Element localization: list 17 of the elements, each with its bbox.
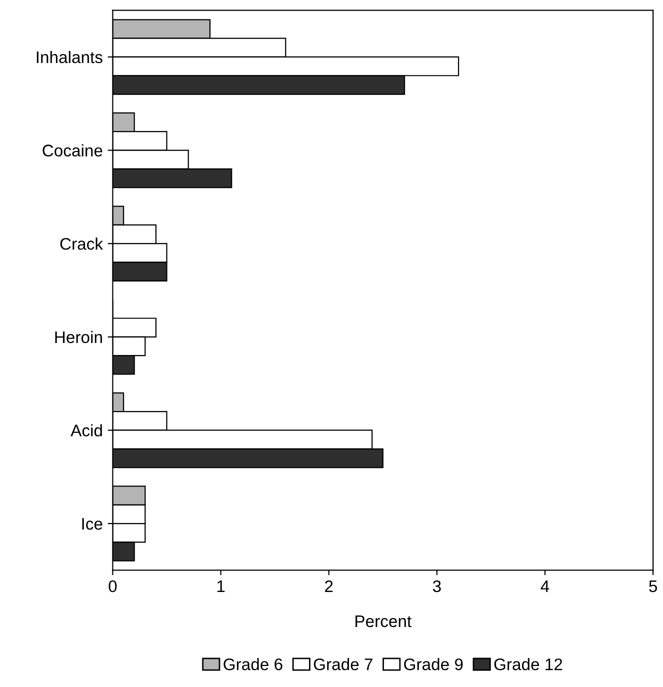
y-tick-label: Ice xyxy=(82,518,102,530)
legend-label: Grade 9 xyxy=(404,658,463,670)
legend-label: Grade 7 xyxy=(314,658,372,670)
y-tick-label: Acid xyxy=(70,424,102,436)
legend-label: Grade 12 xyxy=(494,658,562,670)
legend-label: Grade 6 xyxy=(224,658,282,670)
x-tick-label: 4 xyxy=(540,580,550,592)
x-axis-title: Percent xyxy=(356,616,412,628)
x-tick-label: 0 xyxy=(108,580,117,592)
y-tick-label: Crack xyxy=(60,238,104,250)
x-tick-label: 1 xyxy=(217,580,225,592)
x-tick-label: 2 xyxy=(325,580,333,592)
y-tick-label: Inhalants xyxy=(36,50,102,64)
y-tick-label: Cocaine xyxy=(42,144,102,156)
x-tick-label: 5 xyxy=(649,580,657,592)
y-tick-label: Heroin xyxy=(55,330,102,344)
x-tick-label: 3 xyxy=(432,580,441,592)
